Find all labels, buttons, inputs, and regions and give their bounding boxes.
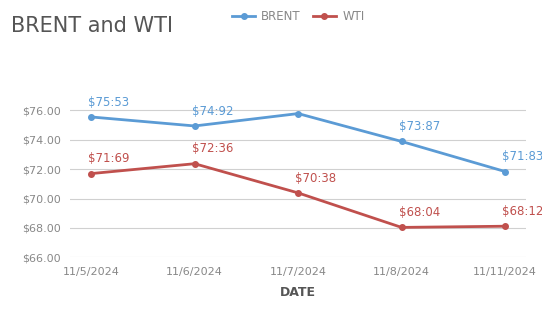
WTI [191, 162, 198, 165]
WTI [295, 191, 301, 195]
BRENT [502, 170, 508, 173]
BRENT [398, 139, 405, 143]
WTI [88, 172, 94, 176]
Line: WTI: WTI [88, 161, 508, 230]
Line: BRENT: BRENT [88, 111, 508, 174]
Text: $70:38: $70:38 [295, 171, 337, 185]
BRENT [191, 124, 198, 128]
Text: $71:69: $71:69 [88, 152, 130, 165]
BRENT [295, 112, 301, 116]
Text: $68:12: $68:12 [502, 205, 542, 218]
Text: $71:83: $71:83 [502, 150, 542, 163]
Text: $68:04: $68:04 [399, 206, 440, 219]
X-axis label: DATE: DATE [280, 285, 316, 299]
Text: BRENT and WTI: BRENT and WTI [11, 16, 173, 36]
Text: $72:36: $72:36 [192, 142, 233, 155]
WTI [502, 224, 508, 228]
Text: $73:87: $73:87 [399, 120, 440, 133]
Legend: BRENT, WTI: BRENT, WTI [227, 6, 369, 28]
WTI [398, 225, 405, 229]
Text: $75:53: $75:53 [88, 96, 130, 109]
Text: $74:92: $74:92 [192, 105, 234, 118]
BRENT [88, 115, 94, 119]
